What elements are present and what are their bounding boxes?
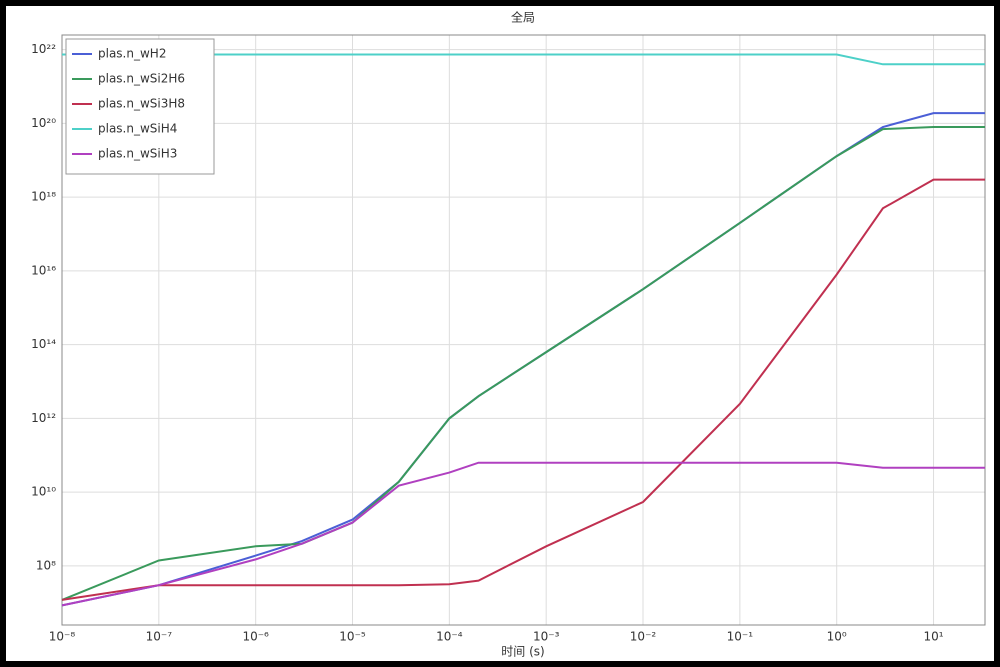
y-tick-label: 10²² [31,42,56,56]
y-tick-label: 10¹⁶ [31,263,56,277]
x-tick-label: 10⁻⁴ [436,630,463,644]
y-tick-label: 10¹² [31,411,56,425]
y-tick-label: 10⁸ [36,558,56,572]
line-series [61,461,985,607]
legend-box [65,38,215,175]
chart-title: 全局 [511,10,535,25]
x-tick-label: 10⁻⁶ [242,630,269,644]
x-tick-label: 10⁻⁷ [146,630,173,644]
plot-frame [61,34,986,626]
y-tick-label: 10¹⁴ [31,337,56,351]
x-tick-label: 10⁻³ [533,630,560,644]
legend-label: plas.n_wH2 [98,47,166,61]
x-tick-label: 10⁻⁸ [49,630,76,644]
y-tick-label: 10¹⁸ [31,190,56,204]
x-axis-label: 时间 (s) [501,645,544,659]
line-series [61,126,985,601]
x-tick-label: 10⁻² [630,630,657,644]
legend-label: plas.n_wSi2H6 [98,72,185,86]
x-tick-label: 10¹ [923,630,943,644]
legend-label: plas.n_wSiH4 [98,122,177,136]
line-series [62,53,985,66]
x-tick-label: 10⁻¹ [727,630,754,644]
x-tick-label: 10⁰ [827,630,847,644]
legend-label: plas.n_wSi3H8 [98,97,185,111]
y-tick-label: 10¹⁰ [31,485,56,499]
line-series [61,178,985,601]
legend-label: plas.n_wSiH3 [98,147,177,161]
x-tick-label: 10⁻⁵ [339,630,366,644]
y-tick-label: 10²⁰ [31,116,56,130]
